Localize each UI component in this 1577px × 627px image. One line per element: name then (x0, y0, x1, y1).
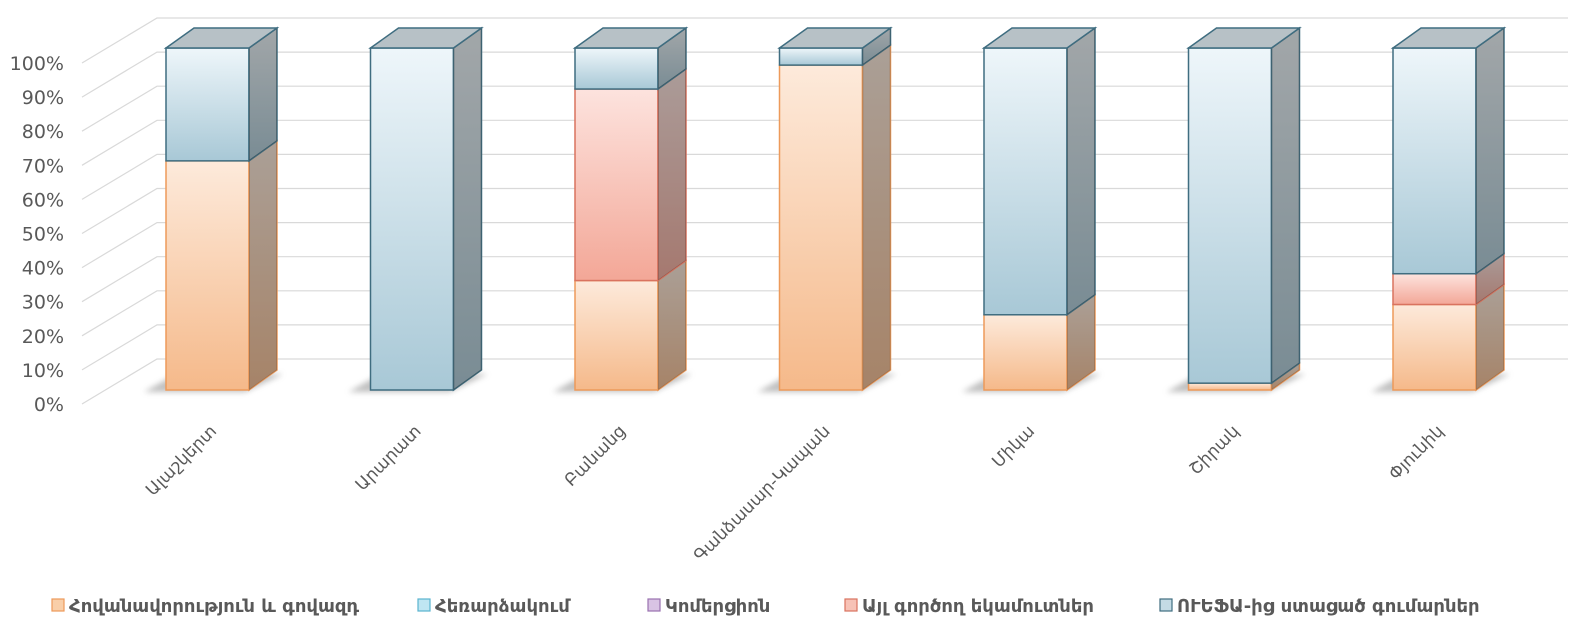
gridline (81, 358, 1568, 405)
bar-segment (1392, 252, 1505, 306)
bars (144, 26, 1510, 392)
bar-segment (983, 293, 1096, 392)
x-axis-categories: Ալաշկերտ Արարատ Բանանց Գանձասար-Կապան Միկա Շի… (142, 421, 1448, 565)
gridline (81, 324, 1568, 371)
bar-segment (572, 26, 689, 91)
legend-label: Հովանավորություն և գովազդ (69, 596, 359, 617)
bar-stack (144, 26, 283, 392)
gridline (81, 290, 1568, 337)
legend-swatch (844, 598, 858, 612)
bar-stack (962, 26, 1101, 392)
gridline (81, 256, 1568, 303)
gridline (81, 222, 1568, 269)
x-category-label: Ալաշկերտ (142, 421, 221, 500)
y-tick-label: 90% (22, 87, 64, 109)
gridlines (81, 17, 1568, 405)
bar-segment (163, 26, 280, 163)
bar-segment (574, 67, 687, 283)
bar-segment (1392, 283, 1505, 392)
legend-swatch (51, 598, 65, 612)
legend-swatch (647, 598, 661, 612)
y-tick-label: 80% (22, 121, 64, 143)
x-category-label: Շիրակ (1186, 421, 1244, 479)
y-tick-label: 20% (22, 326, 64, 348)
y-axis-ticks: 0% 10% 20% 30% 40% 50% 60% 70% 80% 90% 100% (10, 53, 64, 416)
gridline (81, 85, 1568, 132)
legend-item: Այլ գործող եկամուտներ (844, 596, 1094, 617)
legend: Հովանավորություն և գովազդ Հեռարձակում Կոմե… (51, 596, 1480, 617)
gridline (81, 119, 1568, 166)
bar-stack (757, 26, 897, 392)
bar-segment (777, 26, 893, 67)
y-tick-label: 50% (22, 224, 64, 246)
gridline (81, 51, 1568, 98)
y-tick-label: 70% (22, 155, 64, 177)
bar-stack (1166, 26, 1306, 392)
bar-segment (368, 26, 484, 392)
bar-segment (574, 259, 687, 392)
legend-item: ՈՒԵՖԱ-ից ստացած գումարներ (1159, 596, 1480, 617)
bar-segment (165, 139, 278, 392)
gridline (81, 187, 1568, 235)
y-tick-label: 60% (22, 189, 64, 211)
y-tick-label: 10% (22, 360, 64, 382)
legend-label: Հեռարձակում (435, 596, 571, 617)
legend-swatch (1159, 598, 1173, 612)
bar-segment (1186, 26, 1302, 385)
x-category-label: Միկա (988, 421, 1039, 472)
legend-label: Այլ գործող եկամուտներ (862, 596, 1094, 617)
legend-swatch (417, 598, 431, 612)
x-category-label: Գանձասար-Կապան (690, 421, 834, 565)
y-tick-label: 100% (10, 53, 64, 75)
legend-label: Կոմերցիոն (665, 596, 770, 617)
bar-segment (981, 26, 1098, 317)
gridline (81, 153, 1568, 200)
legend-label: ՈՒԵՖԱ-ից ստացած գումարներ (1177, 596, 1480, 617)
y-tick-label: 40% (22, 258, 64, 280)
bar-stack (553, 26, 692, 392)
legend-item: Կոմերցիոն (647, 596, 770, 617)
x-category-label: Բանանց (561, 421, 630, 490)
x-category-label: Արարատ (352, 421, 426, 495)
x-category-label: Փյունիկ (1385, 421, 1448, 484)
bar-stack (348, 26, 488, 392)
bar-segment (778, 43, 892, 392)
y-tick-label: 0% (34, 394, 64, 416)
bar-segment (1390, 26, 1507, 276)
legend-item: Հովանավորություն և գովազդ (51, 596, 359, 617)
y-tick-label: 30% (22, 292, 64, 314)
legend-item: Հեռարձակում (417, 596, 571, 617)
gridline (81, 17, 1568, 64)
bar-stack (1371, 26, 1510, 392)
